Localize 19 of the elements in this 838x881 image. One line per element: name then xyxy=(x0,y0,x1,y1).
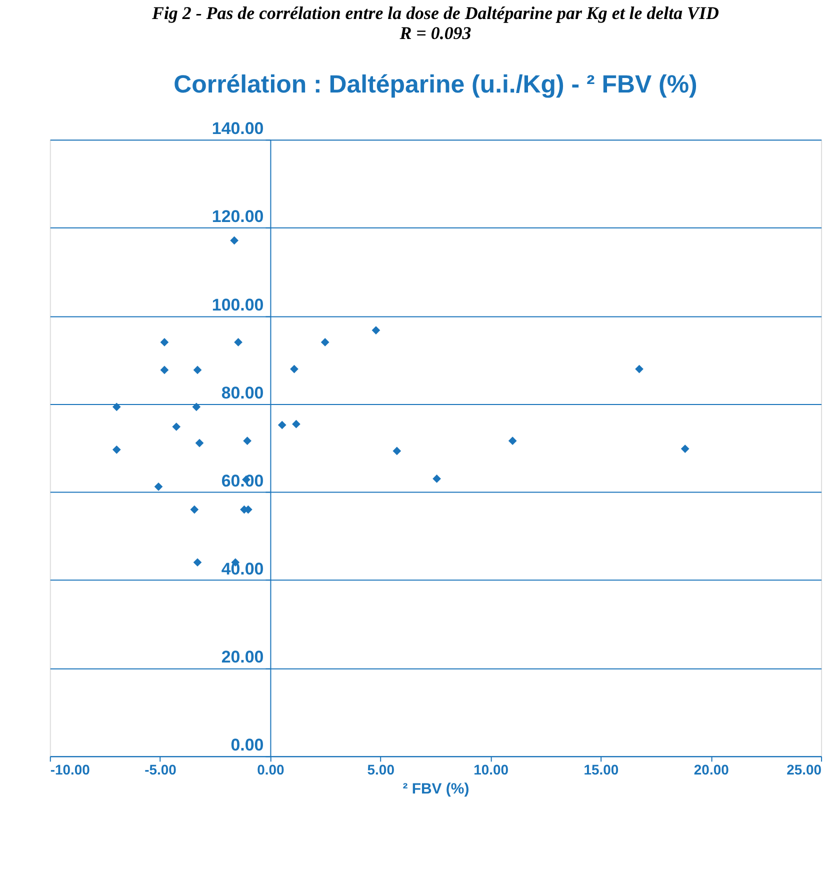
y-tick-label: 80.00 xyxy=(221,383,264,402)
text: R = 0.093 xyxy=(398,22,472,43)
y-tick-label: 20.00 xyxy=(221,648,264,667)
x-tick-label: 0.00 xyxy=(257,762,285,778)
x-axis-title: ² FBV (%) xyxy=(402,780,470,798)
caption: Fig 2 - Pas de corrélation entre la dose de Daltéparine par Kg et le delta VID xyxy=(150,2,719,23)
y-tick-label: 40.00 xyxy=(221,560,264,579)
x-tick-label: 10.00 xyxy=(474,762,509,778)
x-tick-label: -10.00 xyxy=(50,762,90,778)
chart-title: Corrélation : Daltéparine (u.i./Kg) - ² FBV (%) xyxy=(174,70,698,99)
x-tick-label: 5.00 xyxy=(367,762,395,778)
y-tick-label: 0.00 xyxy=(230,736,264,755)
x-tick-label: -5.00 xyxy=(144,762,177,778)
x-tick-label: 20.00 xyxy=(694,762,730,778)
y-tick-label: 140.00 xyxy=(212,119,264,138)
x-tick-label: 15.00 xyxy=(584,762,619,778)
y-tick-label: 100.00 xyxy=(212,295,264,314)
x-tick-label: 25.00 xyxy=(786,762,822,778)
y-tick-label: 120.00 xyxy=(212,207,264,226)
